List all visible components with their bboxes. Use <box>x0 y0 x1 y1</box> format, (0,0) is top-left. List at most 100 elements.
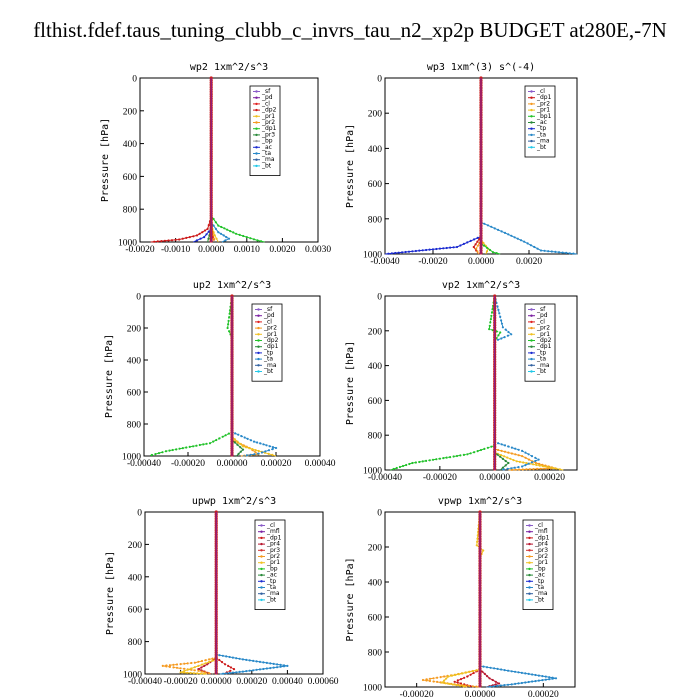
data-point <box>528 468 532 471</box>
legend-marker <box>530 121 533 124</box>
data-point <box>161 664 164 668</box>
data-point <box>469 239 472 242</box>
series-line <box>215 512 236 675</box>
chart-title: wp3 1xm^(3) s^(-4) <box>427 62 535 73</box>
data-point <box>498 312 501 315</box>
legend-label: _bp1 <box>536 113 552 120</box>
legend-marker <box>260 598 263 602</box>
data-point <box>464 671 467 674</box>
data-point <box>197 669 200 672</box>
legend-label: _mfl <box>534 528 548 535</box>
data-point <box>493 227 496 230</box>
data-point <box>486 446 489 449</box>
data-point <box>485 246 489 249</box>
data-point <box>231 656 234 659</box>
data-point <box>208 672 211 675</box>
data-point <box>527 672 530 676</box>
data-point <box>440 681 444 684</box>
data-point <box>490 445 493 448</box>
data-point <box>212 237 215 240</box>
data-point <box>192 672 195 675</box>
y-tick-label: 0 <box>137 509 142 519</box>
y-tick-label: 1000 <box>363 251 382 261</box>
data-point <box>496 453 499 456</box>
data-point <box>236 443 239 446</box>
legend-marker <box>260 555 263 558</box>
y-tick-label: 800 <box>128 638 143 648</box>
series-line <box>162 512 217 675</box>
data-point <box>161 451 164 454</box>
y-axis-label: Pressure [hPa] <box>345 341 356 425</box>
x-tick-label: 0.00000 <box>479 473 510 483</box>
data-point <box>483 447 486 450</box>
data-point <box>506 467 509 470</box>
data-point <box>421 249 424 252</box>
y-tick-label: 1000 <box>363 684 382 694</box>
data-point <box>485 250 489 253</box>
data-point <box>193 669 196 672</box>
data-point <box>438 247 441 250</box>
data-point <box>506 334 509 337</box>
series-markers <box>197 510 218 674</box>
x-tick-label: 0.00000 <box>217 459 248 469</box>
legend-label: _ma <box>534 590 548 597</box>
data-point <box>274 446 278 450</box>
data-point <box>497 682 501 685</box>
legend-label: _sf <box>536 306 546 313</box>
data-point <box>202 443 205 446</box>
legend-marker <box>260 592 263 595</box>
y-tick-label: 400 <box>368 145 383 155</box>
data-point <box>452 246 455 249</box>
data-point <box>188 236 191 239</box>
legend-label: _ac <box>261 144 272 151</box>
legend-label: _pr2 <box>261 119 275 126</box>
data-point <box>227 319 230 322</box>
legend-label: _ta <box>266 584 276 591</box>
legend: _cl_mfl_dp1_pr4_pr3_pr2_pr1_bp_ac_tp_ta_… <box>522 519 554 610</box>
data-point <box>237 433 240 436</box>
legend-label: _bt <box>266 596 277 603</box>
y-tick-label: 1000 <box>123 671 142 681</box>
data-point <box>157 452 161 455</box>
y-axis-label: Pressure [hPa] <box>104 334 115 418</box>
data-point <box>459 454 462 457</box>
y-tick-label: 0 <box>132 75 137 85</box>
data-point <box>476 236 479 239</box>
data-point <box>208 442 212 445</box>
legend-label: _pr2 <box>266 553 280 560</box>
data-point <box>272 666 275 669</box>
data-point <box>548 678 551 681</box>
legend-marker <box>528 580 531 583</box>
legend-marker <box>530 357 533 361</box>
legend-marker <box>257 314 260 317</box>
data-point <box>482 549 485 552</box>
data-point <box>514 682 517 686</box>
y-axis-label: Pressure [hPa] <box>345 557 356 641</box>
data-point <box>264 450 267 453</box>
y-tick-label: 800 <box>127 421 142 431</box>
data-point <box>466 241 469 244</box>
data-point <box>534 680 537 683</box>
data-point <box>235 232 238 235</box>
x-tick-label: -0.00040 <box>128 677 162 687</box>
x-tick-label: -0.00020 <box>164 677 198 687</box>
y-tick-label: 0 <box>377 75 382 85</box>
chart-title: vp2 1xm^2/s^3 <box>442 280 520 291</box>
series-line <box>148 295 233 457</box>
data-point <box>207 224 210 227</box>
data-point <box>228 655 231 659</box>
data-point <box>466 453 469 456</box>
data-point <box>171 448 174 452</box>
series-line <box>193 78 212 243</box>
legend-label: _cl <box>266 522 275 529</box>
data-point <box>208 658 211 661</box>
data-point <box>463 676 466 679</box>
data-point <box>503 455 506 458</box>
legend-label: _sf <box>263 306 273 313</box>
data-point <box>443 675 446 678</box>
data-point <box>475 247 478 250</box>
legend-marker <box>255 90 258 93</box>
series-markers <box>153 76 213 243</box>
legend-label: _cl <box>263 318 272 325</box>
data-point <box>489 321 492 324</box>
